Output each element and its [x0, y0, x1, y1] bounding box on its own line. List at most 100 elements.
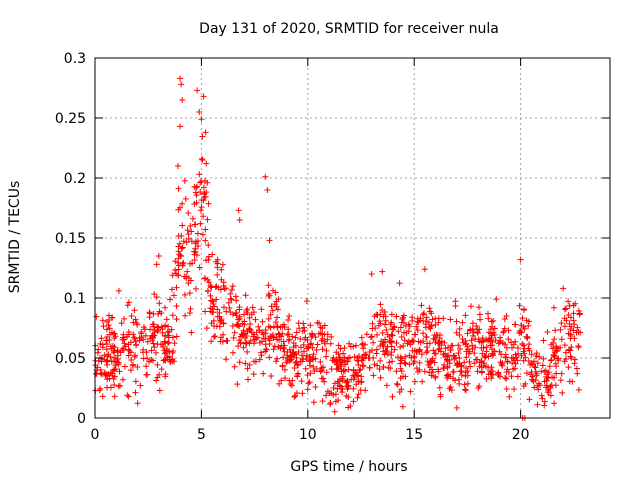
data-point	[546, 363, 553, 370]
data-point	[258, 306, 265, 313]
data-point	[414, 368, 421, 375]
data-point	[397, 324, 404, 331]
data-point	[478, 368, 485, 375]
data-point	[108, 329, 115, 336]
data-point	[330, 384, 337, 391]
data-point	[383, 382, 390, 389]
data-point	[499, 360, 506, 367]
data-point	[463, 354, 470, 361]
data-point	[197, 188, 204, 195]
data-point	[188, 228, 195, 235]
data-point	[399, 316, 406, 323]
data-point	[575, 344, 582, 351]
data-point	[169, 334, 176, 341]
data-point	[565, 298, 572, 305]
data-point	[278, 377, 285, 384]
data-point	[218, 266, 225, 273]
data-point	[180, 238, 187, 245]
data-point	[107, 343, 114, 350]
data-point	[570, 327, 577, 334]
data-point	[355, 357, 362, 364]
data-point	[450, 353, 457, 360]
data-point	[125, 352, 132, 359]
data-point	[168, 286, 175, 293]
data-point	[495, 372, 502, 379]
data-point	[122, 343, 129, 350]
data-point	[466, 358, 473, 365]
data-point	[159, 326, 166, 333]
data-point	[147, 326, 154, 333]
data-point	[242, 292, 249, 299]
data-point	[561, 315, 568, 322]
data-point	[553, 370, 560, 377]
data-point	[562, 349, 569, 356]
data-point	[525, 322, 532, 329]
data-point	[294, 389, 301, 396]
data-point	[345, 366, 352, 373]
data-point	[151, 329, 158, 336]
data-point	[242, 339, 249, 346]
data-point	[276, 380, 283, 387]
data-point	[429, 369, 436, 376]
data-point	[314, 341, 321, 348]
data-point	[231, 329, 238, 336]
data-point	[534, 360, 541, 367]
data-point	[520, 357, 527, 364]
data-point	[197, 220, 204, 227]
data-point	[223, 356, 230, 363]
data-point	[417, 315, 424, 322]
data-point	[236, 217, 243, 223]
data-point	[106, 337, 113, 344]
data-point	[508, 354, 515, 361]
data-point	[230, 334, 237, 341]
data-point	[355, 372, 362, 379]
data-point	[340, 350, 347, 357]
data-point	[210, 317, 217, 324]
data-point	[372, 325, 379, 332]
data-point	[128, 357, 135, 364]
data-point	[262, 346, 269, 353]
data-point	[300, 341, 307, 348]
data-point	[505, 327, 512, 334]
data-point	[538, 392, 545, 399]
data-point	[491, 331, 498, 338]
data-point	[393, 339, 400, 346]
data-point	[205, 200, 212, 207]
data-point	[109, 314, 116, 321]
data-point	[435, 340, 442, 347]
data-point	[558, 320, 565, 327]
data-point	[121, 363, 128, 370]
data-point	[374, 331, 381, 338]
data-point	[549, 339, 556, 346]
data-point	[202, 237, 209, 244]
data-point	[130, 331, 137, 338]
data-point	[105, 312, 112, 319]
data-point	[344, 379, 351, 386]
data-point	[457, 345, 464, 352]
data-point	[572, 300, 579, 307]
data-point	[341, 354, 348, 361]
data-point	[430, 347, 437, 354]
x-tick-label: 0	[91, 427, 100, 443]
data-point	[196, 171, 203, 178]
data-point	[488, 334, 495, 341]
data-point	[131, 334, 138, 341]
data-point	[317, 359, 324, 366]
data-point	[199, 231, 206, 238]
data-point	[558, 370, 565, 377]
data-point	[132, 352, 139, 359]
data-point	[186, 309, 193, 316]
data-point	[447, 316, 454, 323]
data-point	[460, 339, 467, 346]
data-point	[286, 313, 293, 320]
data-point	[247, 327, 254, 334]
data-point	[191, 200, 198, 207]
data-point	[134, 400, 141, 407]
data-point	[453, 318, 460, 325]
data-point	[432, 350, 439, 357]
data-point	[575, 307, 582, 314]
data-point	[329, 357, 336, 364]
data-point	[355, 391, 362, 398]
data-point	[321, 322, 328, 329]
